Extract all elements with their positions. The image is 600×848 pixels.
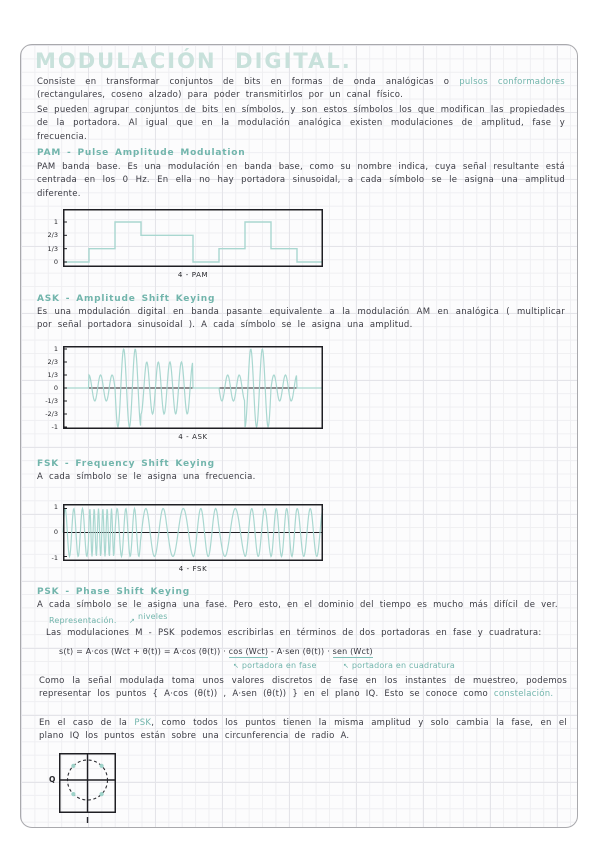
text-segment: Consiste en transformar conjuntos de bit…: [37, 77, 460, 87]
formula-segment: s(t) = A·cos (Wct + θ(t)) = A·cos (θ(t))…: [59, 647, 229, 656]
pam-chart-caption: 4 - PAM: [177, 271, 209, 279]
quadrature-annotation: ↖ portadora en cuadratura: [343, 661, 455, 670]
pam-waveform-path: [63, 221, 323, 263]
plot-border: [59, 753, 116, 813]
representation-label: Representación.: [49, 616, 117, 625]
tick-label: 2/3: [47, 231, 58, 239]
psk-paragraph-2: Las modulaciones M - PSK podemos escribi…: [46, 628, 542, 638]
pam-paragraph: PAM banda base. Es una modulación en ban…: [37, 162, 565, 199]
text-segment: , como todos los puntos tienen la misma …: [39, 718, 567, 742]
tick-label: 1: [53, 218, 58, 226]
text-segment: En el caso de la: [39, 718, 135, 728]
highlight-term: pulsos conformadores: [459, 77, 565, 87]
highlight-term: PSK: [134, 718, 152, 728]
constellation-point: [99, 763, 104, 768]
plot-border: [63, 209, 323, 267]
tick-label: -1: [51, 423, 58, 431]
formula-quadrature-term: sen (Wct): [332, 647, 373, 658]
formula-inphase-term: cos (Wct): [228, 647, 269, 658]
ask-paragraph: Es una modulación digital en banda pasan…: [37, 307, 565, 331]
niveles-arrow-icon: ↗: [129, 617, 135, 625]
constellation-point: [99, 792, 104, 797]
psk-paragraph-3: Como la señal modulada toma unos valores…: [39, 675, 567, 702]
intro-paragraph-1: Consiste en transformar conjuntos de bit…: [37, 76, 565, 103]
constellation-svg: [59, 753, 116, 813]
tick-label: -1: [51, 554, 58, 562]
ask-chart-svg: [63, 346, 323, 429]
q-axis-label: Q: [49, 775, 56, 784]
fsk-chart-caption: 4 - FSK: [178, 565, 208, 573]
constellation-point: [71, 763, 76, 768]
tick-label: 1/3: [47, 371, 58, 379]
tick-label: 1: [53, 345, 58, 353]
highlight-term: constelación.: [493, 689, 554, 700]
annotation-arrow-icon: ↖: [233, 662, 240, 670]
annotation-arrow-icon: ↖: [343, 662, 350, 670]
psk-paragraph-4: En el caso de la PSK, como todos los pun…: [39, 717, 567, 744]
constellation-point: [71, 792, 76, 797]
annotation-text: portadora en cuadratura: [351, 661, 456, 670]
tick-label: 0: [53, 258, 58, 266]
intro-paragraph-2: Se pueden agrupar conjuntos de bits en s…: [37, 105, 565, 142]
inphase-annotation: ↖ portadora en fase: [233, 661, 317, 670]
tick-label: 0: [53, 384, 58, 392]
ask-section-header: ASK - Amplitude Shift Keying: [37, 294, 216, 304]
fsk-waveform-path: [62, 506, 324, 559]
ask-chart-caption: 4 - ASK: [178, 433, 208, 441]
tick-label: 0: [53, 528, 58, 536]
pam-section-header: PAM - Pulse Amplitude Modulation: [37, 148, 246, 158]
fsk-section-header: FSK - Frequency Shift Keying: [37, 459, 215, 469]
plot-border: [63, 346, 323, 429]
tick-label: -2/3: [45, 410, 58, 418]
fsk-paragraph: A cada símbolo se le asigna una frecuenc…: [37, 472, 256, 482]
pam-chart-svg: [63, 209, 323, 267]
page-title: MODULACIÓN DIGITAL.: [35, 49, 352, 73]
plot-border: [63, 504, 323, 561]
tick-label: 2/3: [47, 358, 58, 366]
psk-paragraph-1: A cada símbolo se le asigna una fase. Pe…: [37, 600, 558, 610]
niveles-label: niveles: [138, 612, 168, 621]
constellation-diagram: Q I: [49, 753, 169, 833]
notebook-page: MODULACIÓN DIGITAL. Consiste en transfor…: [20, 44, 578, 828]
tick-label: 1/3: [47, 245, 58, 253]
tick-label: -1/3: [45, 397, 58, 405]
psk-section-header: PSK - Phase Shift Keying: [37, 587, 190, 597]
psk-formula: s(t) = A·cos (Wct + θ(t)) = A·cos (θ(t))…: [59, 647, 373, 658]
text-segment: (rectangulares, coseno alzado) para pode…: [37, 90, 404, 101]
annotation-text: portadora en fase: [241, 661, 317, 670]
tick-label: 1: [53, 503, 58, 511]
fsk-chart-svg: [62, 504, 324, 561]
ask-waveform-path: [63, 348, 323, 429]
text-segment: Como la señal modulada toma unos valores…: [39, 676, 567, 700]
constellation-circle: [66, 759, 109, 801]
formula-segment: - A·sen (θ(t)) ·: [268, 647, 333, 656]
i-axis-label: I: [86, 816, 89, 825]
